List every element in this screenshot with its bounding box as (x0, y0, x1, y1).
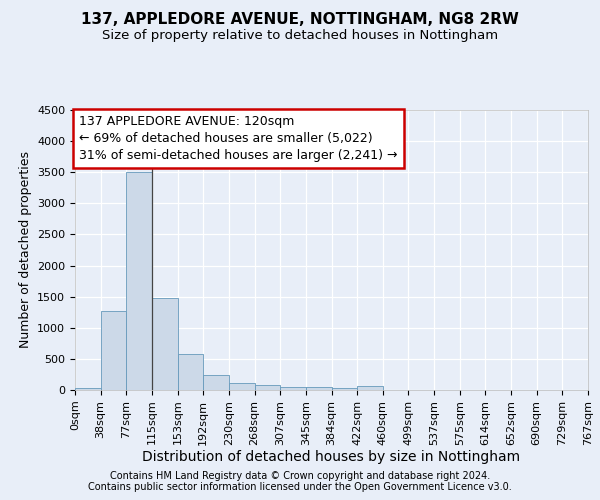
Bar (178, 354, 203, 390)
Text: Contains HM Land Registry data © Crown copyright and database right 2024.: Contains HM Land Registry data © Crown c… (110, 471, 490, 481)
Bar (101, 311, 127, 390)
Bar (280, 386, 306, 390)
Bar (254, 385, 280, 390)
Bar (331, 388, 357, 390)
Bar (75, 388, 101, 390)
Text: Contains public sector information licensed under the Open Government Licence v3: Contains public sector information licen… (88, 482, 512, 492)
Text: 137, APPLEDORE AVENUE, NOTTINGHAM, NG8 2RW: 137, APPLEDORE AVENUE, NOTTINGHAM, NG8 2… (81, 12, 519, 28)
Bar (127, 172, 152, 390)
Bar (203, 376, 229, 390)
Bar (357, 386, 383, 390)
Y-axis label: Number of detached properties: Number of detached properties (19, 152, 32, 348)
Bar (306, 387, 331, 390)
X-axis label: Distribution of detached houses by size in Nottingham: Distribution of detached houses by size … (142, 450, 521, 464)
Bar (152, 298, 178, 390)
Text: 137 APPLEDORE AVENUE: 120sqm
← 69% of detached houses are smaller (5,022)
31% of: 137 APPLEDORE AVENUE: 120sqm ← 69% of de… (79, 115, 397, 162)
Bar (229, 383, 254, 390)
Text: Size of property relative to detached houses in Nottingham: Size of property relative to detached ho… (102, 29, 498, 42)
